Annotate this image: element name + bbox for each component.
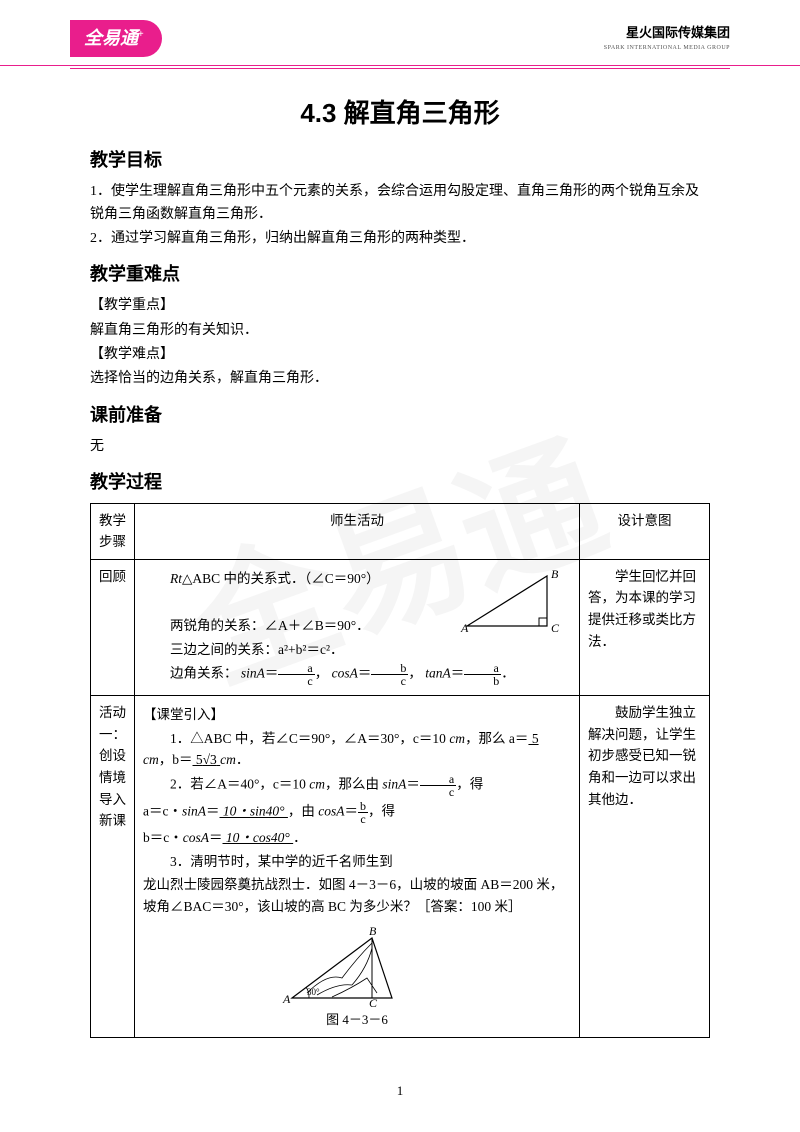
right-triangle-figure: A B C — [457, 566, 567, 643]
section-diff-head: 教学重难点 — [90, 260, 710, 289]
table-row: 活动一：创设情境导入新课 【课堂引入】 1．△ABC 中，若∠C＝90°，∠A＝… — [91, 696, 710, 1038]
q1: 1．△ABC 中，若∠C＝90°，∠A＝30°，c＝10 cm，那么 a＝ 5 … — [143, 728, 571, 771]
svg-text:B: B — [551, 567, 559, 581]
goal-2: 2．通过学习解直角三角形，归纳出解直角三角形的两种类型． — [90, 228, 710, 250]
q2-line1: 2．若∠A＝40°，c＝10 cm，那么由 sinA＝ac，得 — [143, 773, 571, 798]
step-cell-review: 回顾 — [91, 559, 135, 695]
goal-1: 1．使学生理解直角三角形中五个元素的关系，会综合运用勾股定理、直角三角形的两个锐… — [90, 181, 710, 226]
svg-text:A: A — [282, 992, 291, 1006]
table-row: 回顾 A B C Rt△ABC 中的关系式．（∠C＝90°） 两锐角的关系： — [91, 559, 710, 695]
th-design: 设计意图 — [580, 503, 710, 559]
mountain-figure: 30° A B C 图 4－3－6 — [143, 923, 571, 1031]
th-step: 教学步骤 — [91, 503, 135, 559]
brand-right: 星火国际传媒集团 SPARK INTERNATIONAL MEDIA GROUP — [604, 23, 730, 53]
brand-en: SPARK INTERNATIONAL MEDIA GROUP — [604, 44, 730, 54]
design-cell-activity1: 鼓励学生独立解决问题，让学生初步感受已知一锐角和一边可以求出其他边． — [580, 696, 710, 1038]
design-cell-review: 学生回忆并回答，为本课的学习提供迁移或类比方法． — [580, 559, 710, 695]
intro-label: 【课堂引入】 — [143, 704, 571, 726]
process-table: 教学步骤 师生活动 设计意图 回顾 A B C Rt△ — [90, 503, 710, 1039]
frac-a-c: ac — [278, 662, 314, 687]
logo-sup: + — [138, 29, 144, 40]
diff-key-text: 解直角三角形的有关知识． — [90, 320, 710, 342]
diff-hard-label: 【教学难点】 — [90, 344, 710, 366]
q3-line1: 3．清明节时，某中学的近千名师生到 — [143, 851, 571, 873]
review-line4: 边角关系： sinA＝ac， cosA＝bc， tanA＝ab． — [143, 662, 571, 687]
activity-cell-review: A B C Rt△ABC 中的关系式．（∠C＝90°） 两锐角的关系：∠A＋∠B… — [135, 559, 580, 695]
prep-text: 无 — [90, 436, 710, 458]
step-activity1-label: 活动一：创设情境导入新课 — [99, 702, 126, 832]
logo-text: 全易通 — [84, 28, 138, 48]
diff-hard-text: 选择恰当的边角关系，解直角三角形． — [90, 368, 710, 390]
q3-line2: 龙山烈士陵园祭奠抗战烈士．如图 4－3－6，山坡的坡面 AB＝200 米，坡角∠… — [143, 874, 571, 917]
step-cell-activity1: 活动一：创设情境导入新课 — [91, 696, 135, 1038]
svg-text:30°: 30° — [307, 987, 320, 997]
design-activity1-text: 鼓励学生独立解决问题，让学生初步感受已知一锐角和一边可以求出其他边． — [588, 702, 701, 810]
page-title: 4.3 解直角三角形 — [90, 93, 710, 135]
table-header-row: 教学步骤 师生活动 设计意图 — [91, 503, 710, 559]
section-goal-head: 教学目标 — [90, 146, 710, 175]
svg-text:C: C — [551, 621, 560, 635]
step-review-label: 回顾 — [99, 566, 126, 588]
section-prep-head: 课前准备 — [90, 401, 710, 430]
frac-b-c: bc — [371, 662, 408, 687]
diff-key-label: 【教学重点】 — [90, 295, 710, 317]
logo-badge: 全易通+ — [70, 20, 162, 57]
svg-text:C: C — [369, 996, 378, 1008]
q2-line3: b＝c・cosA＝ 10・cos40° ． — [143, 827, 571, 849]
brand-cn: 星火国际传媒集团 — [604, 23, 730, 44]
figure-caption: 图 4－3－6 — [143, 1010, 571, 1031]
svg-text:B: B — [369, 924, 377, 938]
design-review-text: 学生回忆并回答，为本课的学习提供迁移或类比方法． — [588, 566, 701, 652]
svg-text:A: A — [460, 621, 469, 635]
q2-line2: a＝c・sinA＝ 10・sin40° ，由 cosA＝bc，得 — [143, 800, 571, 825]
frac-a-b: ab — [464, 662, 501, 687]
th-activity: 师生活动 — [135, 503, 580, 559]
section-proc-head: 教学过程 — [90, 468, 710, 497]
activity-cell-1: 【课堂引入】 1．△ABC 中，若∠C＝90°，∠A＝30°，c＝10 cm，那… — [135, 696, 580, 1038]
page-number: 1 — [0, 1081, 800, 1102]
main-content: 4.3 解直角三角形 教学目标 1．使学生理解直角三角形中五个元素的关系，会综合… — [0, 69, 800, 1038]
page-header: 全易通+ 星火国际传媒集团 SPARK INTERNATIONAL MEDIA … — [0, 0, 800, 66]
